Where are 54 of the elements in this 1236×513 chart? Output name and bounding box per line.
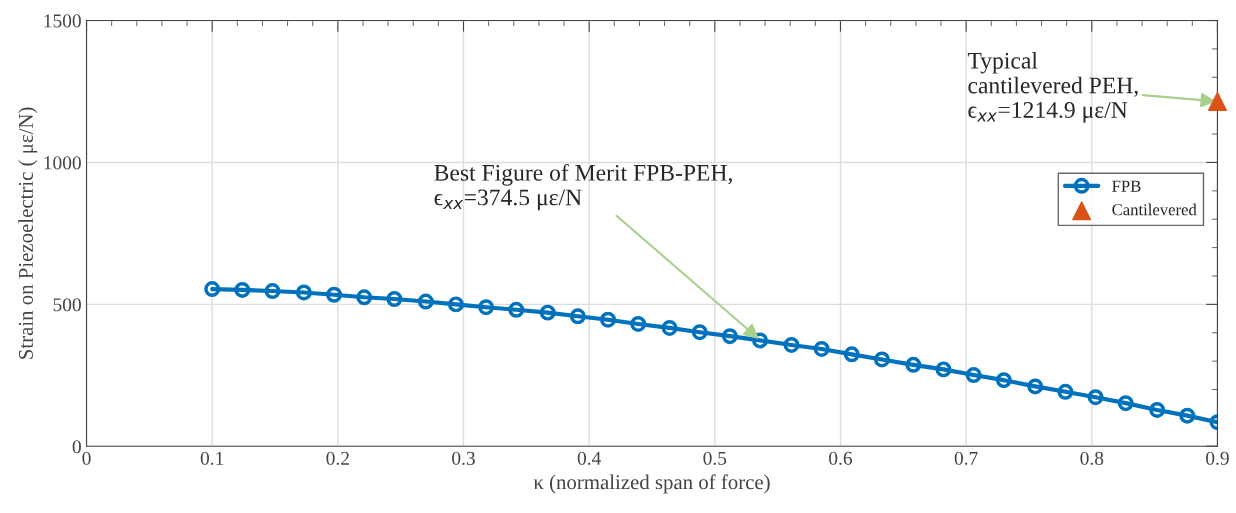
point [204, 281, 221, 298]
point [995, 372, 1012, 389]
x-tick-label: 0.8 [1080, 451, 1104, 465]
y-tick-label: 500 [53, 298, 81, 312]
point [478, 299, 495, 316]
x-tick-label: 0.5 [703, 451, 727, 465]
point [783, 336, 800, 353]
x-axis-title: κ (normalized span of force) [533, 474, 770, 494]
x-tick-label: 0 [82, 451, 91, 465]
point [661, 319, 678, 336]
legend-label: Cantilevered [1112, 203, 1197, 216]
point [356, 289, 373, 306]
point [539, 304, 556, 321]
annotation: Typical cantilevered PEH, ϵ$_{xx}$=1214.9 με/N [967, 52, 1138, 123]
point [295, 284, 312, 301]
point [1179, 407, 1196, 424]
point [873, 351, 890, 368]
point [935, 361, 952, 378]
annotation: Best Figure of Merit FPB-PEH, ϵ$_{xx}$=374.5 με/N [434, 163, 732, 211]
point [905, 356, 922, 373]
point [1087, 389, 1104, 406]
point [264, 283, 281, 300]
point [386, 291, 403, 307]
point [721, 328, 738, 345]
point [1117, 395, 1134, 412]
x-tick-label: 0.3 [452, 451, 475, 465]
legend-label: FPB [1112, 180, 1141, 192]
point [1057, 383, 1074, 400]
x-tick-label: 0.9 [1206, 451, 1229, 465]
point [508, 301, 525, 318]
point [691, 324, 708, 341]
point [965, 367, 982, 384]
point [1149, 401, 1166, 418]
point [600, 311, 616, 328]
point [1027, 378, 1044, 395]
point [1207, 91, 1227, 111]
point [234, 281, 251, 298]
point [843, 346, 860, 363]
y-tick-label: 0 [72, 440, 81, 454]
point [326, 286, 343, 303]
x-tick-label: 0.2 [326, 451, 349, 465]
point [752, 332, 769, 349]
y-axis-title: Strain on Piezoelectric ( με/N) [18, 107, 38, 359]
point [569, 308, 586, 325]
y-tick-label: 1000 [44, 156, 81, 170]
point [630, 315, 647, 332]
x-tick-label: 0.7 [954, 451, 978, 465]
y-tick-label: 1500 [44, 14, 81, 28]
point [417, 293, 434, 310]
x-tick-label: 0.6 [829, 451, 853, 465]
point [447, 296, 464, 313]
x-tick-label: 0.1 [200, 451, 224, 465]
x-tick-label: 0.4 [577, 451, 602, 465]
point [813, 340, 830, 357]
